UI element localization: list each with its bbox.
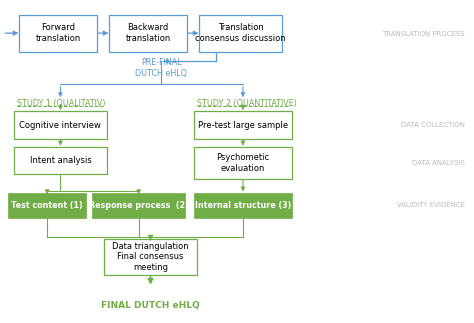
Text: STUDY 2 (QUANTITATIVE): STUDY 2 (QUANTITATIVE)	[197, 99, 297, 108]
Text: Intent analysis: Intent analysis	[29, 156, 91, 165]
Text: TRANSLATION PROCESS: TRANSLATION PROCESS	[382, 31, 465, 37]
Text: Translation
consensus discussion: Translation consensus discussion	[195, 23, 286, 43]
Text: DATA ANALYSIS: DATA ANALYSIS	[411, 160, 465, 166]
Text: VALIDITY EVIDENCE: VALIDITY EVIDENCE	[397, 203, 465, 208]
Text: Test content (1): Test content (1)	[11, 201, 83, 210]
FancyBboxPatch shape	[194, 147, 292, 179]
FancyBboxPatch shape	[109, 15, 187, 52]
FancyBboxPatch shape	[14, 147, 107, 174]
Text: DATA COLLECTION: DATA COLLECTION	[401, 122, 465, 128]
FancyBboxPatch shape	[199, 15, 282, 52]
Text: FINAL DUTCH eHLQ: FINAL DUTCH eHLQ	[101, 301, 200, 310]
Text: Pre-test large sample: Pre-test large sample	[198, 121, 288, 130]
FancyBboxPatch shape	[194, 193, 292, 218]
Text: Backward
translation: Backward translation	[126, 23, 171, 43]
FancyBboxPatch shape	[19, 15, 97, 52]
Text: Data triangulation
Final consensus
meeting: Data triangulation Final consensus meeti…	[112, 242, 189, 272]
Text: PRE-FINAL
DUTCH eHLQ: PRE-FINAL DUTCH eHLQ	[135, 58, 187, 78]
FancyBboxPatch shape	[8, 193, 86, 218]
FancyBboxPatch shape	[14, 111, 107, 139]
Text: Response process  (2): Response process (2)	[89, 201, 189, 210]
FancyBboxPatch shape	[194, 111, 292, 139]
Text: Internal structure (3): Internal structure (3)	[195, 201, 291, 210]
Text: Cognitive interview: Cognitive interview	[19, 121, 101, 130]
FancyBboxPatch shape	[92, 193, 185, 218]
Text: Psychometic
evaluation: Psychometic evaluation	[216, 153, 270, 173]
Text: STUDY 1 (QUALITATIV): STUDY 1 (QUALITATIV)	[17, 99, 105, 108]
Text: Forward
translation: Forward translation	[36, 23, 81, 43]
FancyBboxPatch shape	[104, 239, 197, 275]
